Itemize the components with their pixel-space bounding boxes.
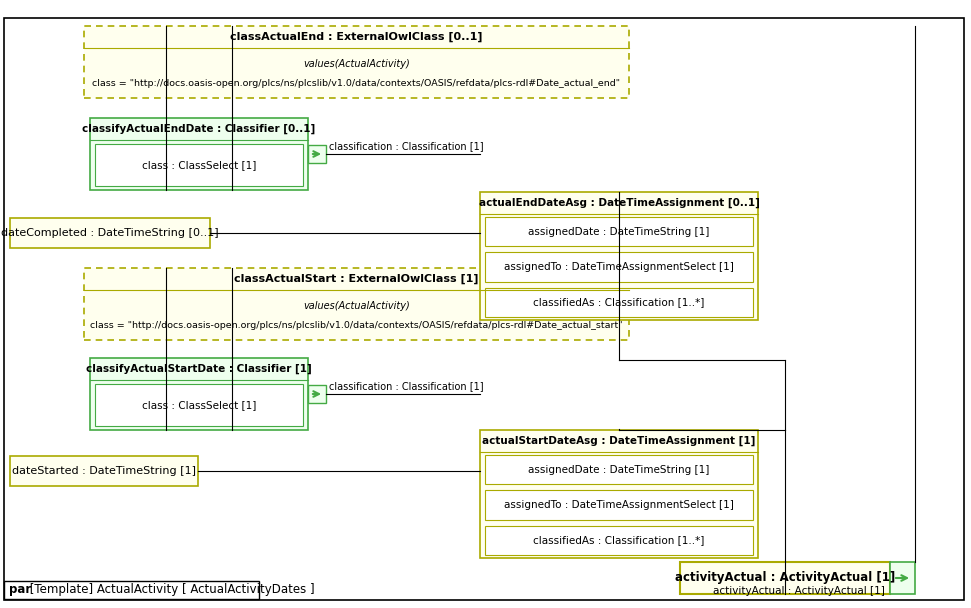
Text: classifiedAs : Classification [1..*]: classifiedAs : Classification [1..*] [533,297,705,307]
Bar [485,490,753,520]
Bar [90,118,308,190]
Text: par: par [9,584,31,596]
Bar [890,562,915,594]
Bar [480,192,758,320]
Text: assignedDate : DateTimeString [1]: assignedDate : DateTimeString [1] [528,465,710,475]
Text: class = "http://docs.oasis-open.org/plcs/ns/plcslib/v1.0/data/contexts/OASIS/ref: class = "http://docs.oasis-open.org/plcs… [92,78,620,88]
Text: dateStarted : DateTimeString [1]: dateStarted : DateTimeString [1] [12,466,196,476]
Text: classification : Classification [1]: classification : Classification [1] [329,381,484,391]
Text: activityActual : ActivityActual [1]: activityActual : ActivityActual [1] [675,572,895,584]
Bar [308,385,326,403]
Bar [308,145,326,163]
Text: classifyActualEndDate : Classifier [0..1]: classifyActualEndDate : Classifier [0..1… [83,124,316,134]
Text: assignedDate : DateTimeString [1]: assignedDate : DateTimeString [1] [528,227,710,237]
Text: assignedTo : DateTimeAssignmentSelect [1]: assignedTo : DateTimeAssignmentSelect [1… [504,500,734,510]
Text: classifiedAs : Classification [1..*]: classifiedAs : Classification [1..*] [533,535,705,545]
Text: class : ClassSelect [1]: class : ClassSelect [1] [142,160,256,170]
Text: classifyActualStartDate : Classifier [1]: classifyActualStartDate : Classifier [1] [86,364,312,374]
Bar [10,218,210,248]
Bar [95,384,303,426]
Text: class : ClassSelect [1]: class : ClassSelect [1] [142,400,256,410]
Text: class = "http://docs.oasis-open.org/plcs/ns/plcslib/v1.0/data/contexts/OASIS/ref: class = "http://docs.oasis-open.org/plcs… [90,320,622,330]
Text: [Template] ActualActivity [ ActualActivityDates ]: [Template] ActualActivity [ ActualActivi… [26,584,315,596]
Text: classActualStart : ExternalOwlClass [1]: classActualStart : ExternalOwlClass [1] [234,274,479,284]
Text: actualEndDateAsg : DateTimeAssignment [0..1]: actualEndDateAsg : DateTimeAssignment [0… [479,198,759,208]
Bar [485,217,753,246]
Text: classification : Classification [1]: classification : Classification [1] [329,141,484,151]
Text: assignedTo : DateTimeAssignmentSelect [1]: assignedTo : DateTimeAssignmentSelect [1… [504,262,734,272]
Bar [84,26,629,98]
Text: classActualEnd : ExternalOwlClass [0..1]: classActualEnd : ExternalOwlClass [0..1] [230,32,483,42]
Bar [485,455,753,485]
Bar [485,252,753,282]
Bar [680,562,890,594]
Bar [4,581,259,599]
Text: dateCompleted : DateTimeString [0..1]: dateCompleted : DateTimeString [0..1] [1,228,218,238]
Text: values(ActualActivity): values(ActualActivity) [303,301,410,311]
Bar [480,430,758,558]
Bar [10,456,198,486]
Bar [485,288,753,317]
Text: actualStartDateAsg : DateTimeAssignment [1]: actualStartDateAsg : DateTimeAssignment … [483,436,755,446]
Bar [95,144,303,186]
Text: values(ActualActivity): values(ActualActivity) [303,59,410,69]
Bar [84,268,629,340]
Bar [485,526,753,555]
Text: activityActual : ActivityActual [1]: activityActual : ActivityActual [1] [713,586,885,596]
Bar [90,358,308,430]
